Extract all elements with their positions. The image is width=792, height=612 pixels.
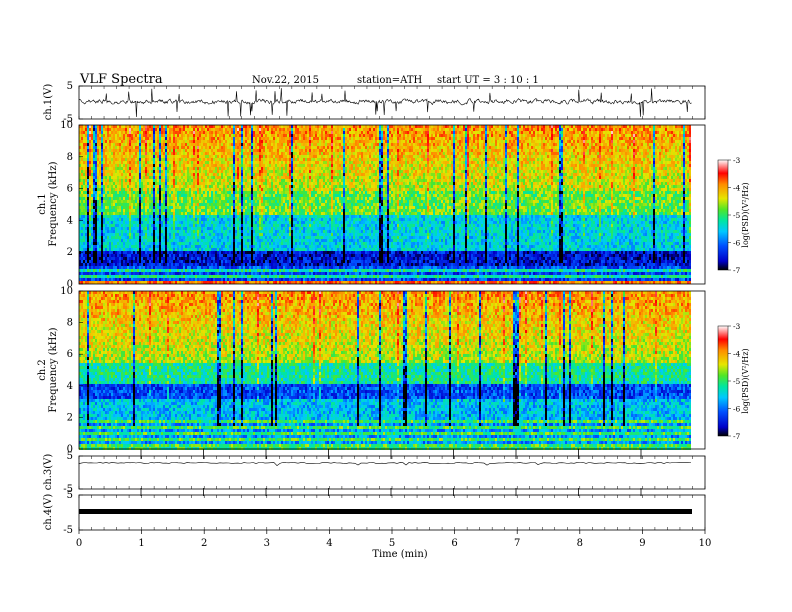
colorbar-tick-label: -6 bbox=[733, 405, 741, 414]
x-tick-label: 3 bbox=[264, 538, 270, 549]
ch2-spectrogram-panel: 0 2 4 6 8 10 ch.2 Frequency (kHz) bbox=[37, 286, 706, 455]
ch3-waveform-panel: 5 -5 ch.3(V) bbox=[43, 451, 706, 495]
time-axis-label: Time (min) bbox=[372, 549, 427, 560]
x-tick-label: 1 bbox=[138, 538, 144, 549]
ch4-waveform-ylabel: ch.4(V) bbox=[43, 494, 54, 531]
y-tick-label: 0 bbox=[67, 279, 73, 290]
x-tick-label: 2 bbox=[201, 538, 207, 549]
ch4-waveform-band bbox=[79, 509, 692, 514]
station-label: station=ATH bbox=[357, 75, 423, 86]
ch3-waveform-ylabel: ch.3(V) bbox=[43, 454, 54, 491]
ch2-spectrogram-ylabel: ch.2 bbox=[37, 359, 48, 381]
colorbar-tick-label: -3 bbox=[733, 156, 741, 165]
ch1-waveform-ylabel: ch.1(V) bbox=[43, 84, 54, 121]
colorbar-tick-label: -4 bbox=[733, 184, 741, 193]
x-tick-label: 8 bbox=[577, 538, 583, 549]
y-tick-label: 2 bbox=[67, 412, 73, 423]
ch2-spectrogram-heatmap bbox=[79, 291, 705, 450]
y-tick-label: 10 bbox=[60, 286, 73, 297]
ch1-spectrogram-heatmap bbox=[79, 125, 705, 284]
ch2-colorbar: -3 -4 -5 -6 -7 log(PSD)(V²/Hz) bbox=[717, 322, 750, 441]
y-tick-label: 5 bbox=[67, 81, 73, 92]
y-tick-label: 8 bbox=[67, 152, 73, 163]
time-tick-marks bbox=[140, 449, 642, 496]
start-time-label: start UT = 3 : 10 : 1 bbox=[437, 75, 539, 86]
x-tick-label: 10 bbox=[699, 538, 712, 549]
y-tick-label: 6 bbox=[67, 184, 73, 195]
y-tick-label: 4 bbox=[67, 215, 73, 226]
colorbar-tick-label: -6 bbox=[733, 239, 741, 248]
y-tick-label: 5 bbox=[67, 451, 73, 462]
x-tick-label: 4 bbox=[326, 538, 332, 549]
colorbar-tick-label: -5 bbox=[733, 211, 741, 220]
date-label: Nov.22, 2015 bbox=[252, 75, 319, 86]
ch3-waveform-line bbox=[78, 462, 692, 466]
colorbar-tick-label: -5 bbox=[733, 377, 741, 386]
ch1-colorbar: -3 -4 -5 -6 -7 log(PSD)(V²/Hz) bbox=[717, 156, 750, 275]
ch1-spectrogram-panel: 0 2 4 6 8 10 ch.1 Frequency (kHz) bbox=[37, 120, 706, 290]
x-tick-label: 6 bbox=[451, 538, 457, 549]
ch1-frequency-ylabel: Frequency (kHz) bbox=[48, 161, 59, 246]
time-axis: 0 1 2 3 4 5 6 7 8 9 10 bbox=[76, 86, 712, 549]
y-tick-label: 6 bbox=[67, 349, 73, 360]
ch2-frequency-ylabel: Frequency (kHz) bbox=[48, 327, 59, 412]
colorbar-tick-label: -7 bbox=[733, 266, 741, 275]
y-tick-label: 0 bbox=[67, 444, 73, 455]
y-tick-label: -5 bbox=[63, 525, 73, 536]
y-tick-label: -5 bbox=[63, 484, 73, 495]
x-tick-label: 5 bbox=[389, 538, 395, 549]
y-tick-label: 2 bbox=[67, 247, 73, 258]
ch1-colorbar-label: log(PSD)(V²/Hz) bbox=[741, 182, 750, 247]
y-tick-label: 10 bbox=[60, 120, 73, 131]
y-tick-label: 4 bbox=[67, 381, 73, 392]
y-tick-label: 5 bbox=[67, 490, 73, 501]
x-tick-label: 0 bbox=[76, 538, 82, 549]
x-tick-label: 9 bbox=[639, 538, 645, 549]
colorbar-tick-label: -7 bbox=[733, 432, 741, 441]
x-tick-label: 7 bbox=[514, 538, 520, 549]
ch1-spectrogram-ylabel: ch.1 bbox=[37, 193, 48, 215]
y-tick-label: 8 bbox=[67, 318, 73, 329]
figure-title: VLF Spectra bbox=[79, 72, 163, 87]
ch4-waveform-panel: 5 -5 ch.4(V) bbox=[43, 490, 706, 536]
colorbar-tick-label: -3 bbox=[733, 322, 741, 331]
y-tick-label: -5 bbox=[63, 114, 73, 125]
ch1-waveform-panel: 5 -5 ch.1(V) bbox=[43, 81, 706, 125]
ch1-waveform-line bbox=[78, 88, 692, 118]
colorbar-tick-label: -4 bbox=[733, 350, 741, 359]
ch2-colorbar-label: log(PSD)(V²/Hz) bbox=[741, 348, 750, 413]
